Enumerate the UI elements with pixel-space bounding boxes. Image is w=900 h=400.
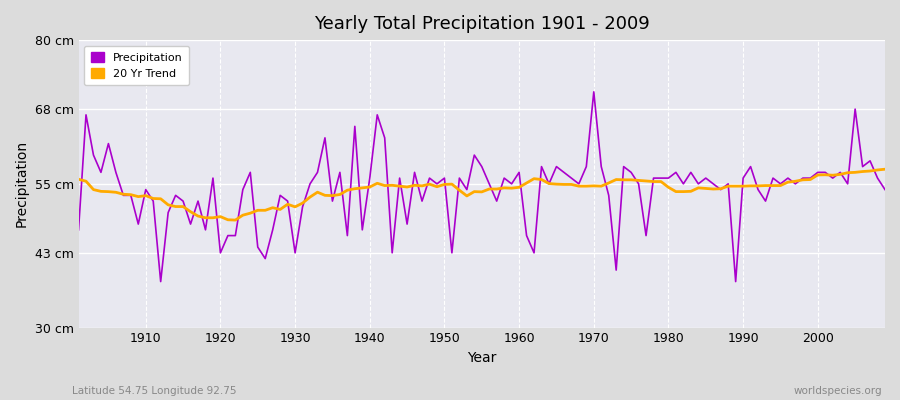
Text: worldspecies.org: worldspecies.org: [794, 386, 882, 396]
Legend: Precipitation, 20 Yr Trend: Precipitation, 20 Yr Trend: [84, 46, 189, 86]
Text: Latitude 54.75 Longitude 92.75: Latitude 54.75 Longitude 92.75: [72, 386, 237, 396]
X-axis label: Year: Year: [467, 351, 497, 365]
Title: Yearly Total Precipitation 1901 - 2009: Yearly Total Precipitation 1901 - 2009: [314, 15, 650, 33]
Y-axis label: Precipitation: Precipitation: [15, 140, 29, 228]
